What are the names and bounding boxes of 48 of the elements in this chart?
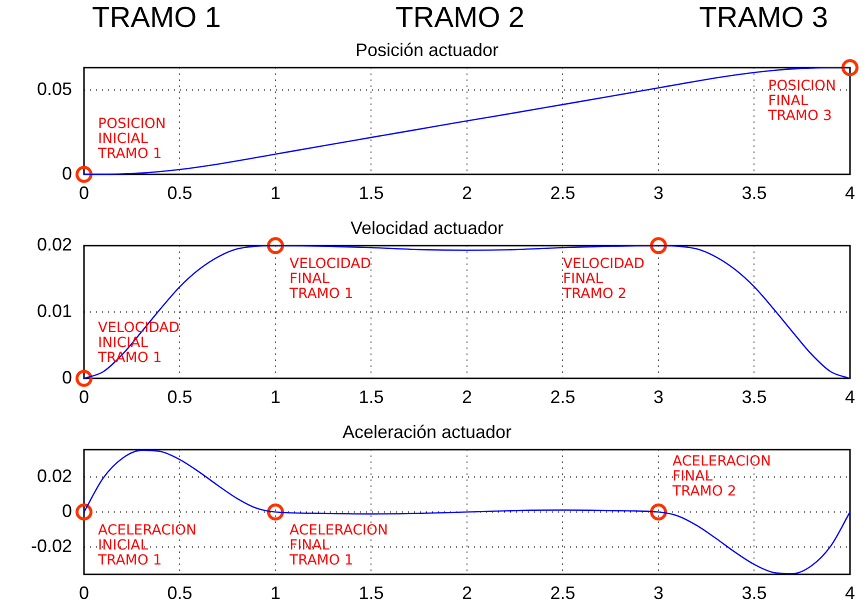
text: TRAMO 2 (396, 2, 524, 36)
x-tick-label: 3 (653, 183, 664, 204)
x-tick-label: 0.5 (167, 183, 192, 204)
chart-title: Aceleración actuador (342, 422, 512, 442)
x-tick-label: 0.5 (167, 583, 192, 604)
x-tick-label: 2 (462, 183, 472, 204)
annotation: ACELERACION INICIAL TRAMO 1 (97, 522, 196, 569)
annotation: ACELERACION FINAL TRAMO 2 (671, 454, 771, 500)
chart-title: Posición actuador (355, 40, 499, 60)
annotation: POSICION FINAL TRAMO 3 (767, 78, 836, 124)
y-tick-label: 0.05 (36, 79, 72, 100)
text: TRAMO 1 (92, 2, 221, 36)
x-tick-label: 3.5 (742, 183, 767, 204)
x-tick-label: 1 (270, 183, 281, 204)
annotation: VELOCIDAD FINAL TRAMO 2 (562, 256, 645, 302)
x-tick-label: 1 (270, 387, 281, 408)
x-tick-label: 0.5 (167, 387, 192, 408)
x-tick-label: 4 (844, 583, 855, 604)
x-tick-label: 3 (653, 583, 664, 604)
x-tick-label: 1.5 (358, 183, 384, 204)
annotation: POSICION INICIAL TRAMO 1 (97, 116, 166, 162)
x-tick-label: 2.5 (550, 183, 576, 204)
x-tick-label: 0 (78, 387, 90, 408)
x-tick-label: 1.5 (358, 583, 384, 604)
x-tick-label: 2 (462, 387, 472, 408)
y-tick-label: 0 (62, 500, 72, 521)
x-tick-label: 2.5 (550, 387, 576, 408)
x-tick-label: 0 (78, 183, 90, 204)
y-tick-label: 0 (62, 367, 72, 388)
x-tick-label: 2 (462, 583, 472, 604)
x-tick-label: 3.5 (742, 387, 767, 408)
y-tick-label: -0.02 (30, 536, 72, 556)
x-tick-label: 4 (844, 387, 855, 408)
x-tick-label: 1.5 (358, 387, 384, 408)
annotation: ACELERACION FINAL TRAMO 1 (288, 522, 388, 569)
x-tick-label: 3 (653, 387, 664, 408)
x-tick-label: 0 (78, 583, 90, 604)
y-tick-label: 0.02 (36, 466, 72, 486)
y-tick-label: 0.01 (36, 300, 72, 321)
text: TRAMO 3 (699, 2, 828, 36)
chart-title: Velocidad actuador (350, 218, 504, 238)
annotation: VELOCIDAD FINAL TRAMO 1 (288, 256, 372, 302)
y-tick-label: 0.02 (36, 234, 72, 255)
x-tick-label: 2.5 (550, 583, 576, 604)
x-tick-label: 3.5 (742, 583, 767, 604)
y-tick-label: 0 (62, 163, 72, 184)
x-tick-label: 1 (270, 583, 281, 604)
x-tick-label: 4 (844, 183, 855, 204)
